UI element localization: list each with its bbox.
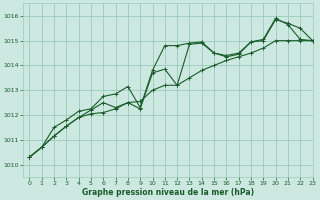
X-axis label: Graphe pression niveau de la mer (hPa): Graphe pression niveau de la mer (hPa): [82, 188, 254, 197]
